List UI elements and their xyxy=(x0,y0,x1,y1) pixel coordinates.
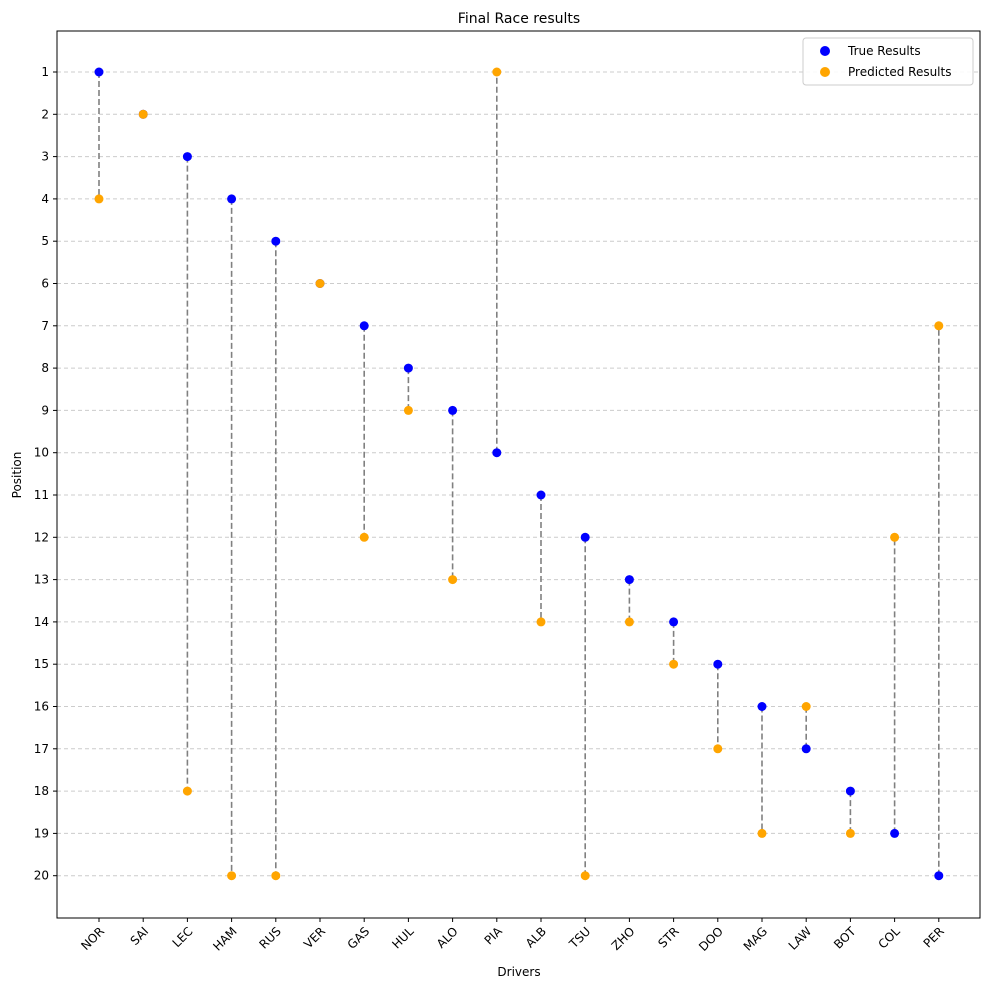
predicted-result-point xyxy=(934,321,944,331)
true-result-point xyxy=(492,448,502,458)
predicted-result-point xyxy=(580,871,590,881)
x-tick-label: ALB xyxy=(523,924,549,950)
legend-true-label: True Results xyxy=(847,44,921,58)
predicted-result-point xyxy=(182,786,192,796)
true-result-point xyxy=(845,786,855,796)
true-result-point xyxy=(271,236,281,246)
y-tick-label: 20 xyxy=(34,869,49,883)
predicted-result-point xyxy=(448,575,458,585)
y-tick-label: 7 xyxy=(41,319,49,333)
x-tick-label: COL xyxy=(875,924,902,951)
predicted-result-point xyxy=(669,659,679,669)
predicted-result-point xyxy=(271,871,281,881)
grid-lines xyxy=(57,71,980,877)
legend-predicted-label: Predicted Results xyxy=(848,65,951,79)
x-tick-label: VER xyxy=(301,924,328,951)
true-result-point xyxy=(359,321,369,331)
true-result-point xyxy=(580,532,590,542)
predicted-result-point xyxy=(845,828,855,838)
x-tick-label: GAS xyxy=(345,924,373,952)
y-axis-label: Position xyxy=(10,452,24,499)
x-tick-label: NOR xyxy=(78,924,107,953)
true-result-point xyxy=(403,363,413,373)
x-tick-label: RUS xyxy=(257,924,284,951)
true-result-point xyxy=(757,702,767,711)
true-result-point xyxy=(227,194,237,204)
predicted-result-point xyxy=(757,828,767,838)
x-tick-label: DOO xyxy=(696,924,726,954)
data-points xyxy=(94,67,944,881)
connector-lines xyxy=(98,72,940,876)
x-tick-label: ALO xyxy=(434,924,461,951)
x-tick-label: PER xyxy=(921,924,947,950)
legend-true-marker xyxy=(820,46,830,56)
y-tick-label: 1 xyxy=(41,65,49,79)
predicted-result-point xyxy=(94,194,104,204)
true-result-point xyxy=(182,152,192,162)
x-tick-label: PIA xyxy=(482,924,506,948)
y-tick-label: 11 xyxy=(34,488,49,502)
y-tick-label: 16 xyxy=(34,700,49,714)
x-tick-label: MAG xyxy=(741,924,770,953)
x-tick-label: HAM xyxy=(210,924,239,953)
true-result-point xyxy=(624,575,634,585)
predicted-result-point xyxy=(227,871,237,881)
y-tick-label: 8 xyxy=(41,361,49,375)
y-tick-label: 5 xyxy=(41,234,49,248)
legend-item-predicted: Predicted Results xyxy=(820,65,951,79)
predicted-result-point xyxy=(801,702,811,711)
y-tick-label: 10 xyxy=(34,446,49,460)
x-tick-label: STR xyxy=(655,924,681,950)
x-tick-label: BOT xyxy=(831,924,859,952)
true-result-point xyxy=(94,67,104,77)
x-tick-label: TSU xyxy=(566,924,593,951)
y-tick-label: 6 xyxy=(41,277,49,291)
true-result-point xyxy=(890,828,900,838)
predicted-result-point xyxy=(624,617,634,627)
predicted-result-point xyxy=(138,109,148,119)
x-axis: NOR SAI LEC HAM RUS VER GAS HUL ALO PIA ALB TSU ZHO S… xyxy=(78,918,947,954)
y-tick-label: 12 xyxy=(34,530,49,544)
y-tick-label: 9 xyxy=(41,403,49,417)
x-axis-label: Drivers xyxy=(497,965,540,979)
predicted-result-point xyxy=(492,67,502,77)
x-tick-label: SAI xyxy=(128,924,152,948)
legend-predicted-marker xyxy=(820,67,830,77)
y-tick-label: 14 xyxy=(34,615,49,629)
x-tick-label: ZHO xyxy=(609,924,638,953)
true-result-point xyxy=(801,744,811,754)
predicted-result-point xyxy=(713,744,723,754)
legend: True Results Predicted Results xyxy=(802,37,974,86)
predicted-result-point xyxy=(359,532,369,542)
true-result-point xyxy=(713,659,723,669)
chart-title: Final Race results xyxy=(458,11,580,27)
x-tick-label: HUL xyxy=(389,924,416,951)
legend-item-true: True Results xyxy=(820,44,921,58)
plot-frame xyxy=(56,30,981,919)
y-tick-label: 18 xyxy=(34,784,49,798)
legend-box xyxy=(802,37,974,86)
predicted-result-point xyxy=(403,405,413,415)
y-tick-label: 2 xyxy=(41,107,49,121)
y-tick-label: 15 xyxy=(34,657,49,671)
predicted-result-point xyxy=(315,279,325,288)
predicted-result-point xyxy=(536,617,546,627)
y-tick-label: 4 xyxy=(41,192,49,206)
y-tick-label: 19 xyxy=(34,826,49,840)
y-tick-label: 17 xyxy=(34,742,49,756)
true-result-point xyxy=(448,405,458,415)
true-result-point xyxy=(669,617,679,627)
y-tick-label: 13 xyxy=(34,573,49,587)
y-tick-label: 3 xyxy=(41,150,49,164)
x-tick-label: LEC xyxy=(170,924,196,950)
true-result-point xyxy=(536,490,546,500)
predicted-result-point xyxy=(890,532,900,542)
true-result-point xyxy=(934,871,944,881)
x-tick-label: LAW xyxy=(786,924,815,953)
